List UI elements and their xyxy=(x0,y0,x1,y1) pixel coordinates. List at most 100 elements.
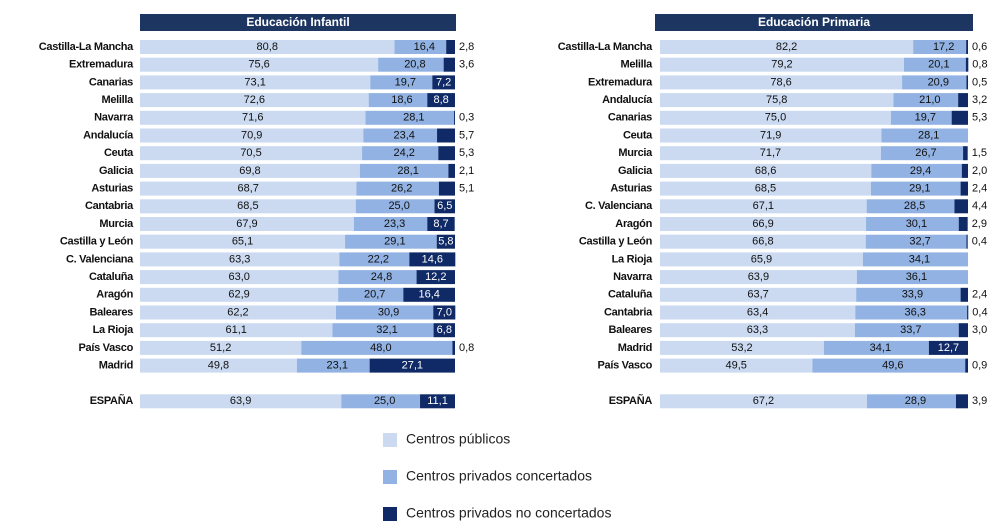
value-label: 2,1 xyxy=(459,165,474,177)
value-label: 66,9 xyxy=(752,218,773,230)
value-label: 30,1 xyxy=(906,218,927,230)
bar-segment xyxy=(454,110,455,125)
value-label: 23,4 xyxy=(393,129,414,141)
value-label: 20,1 xyxy=(928,59,949,71)
value-label: 51,2 xyxy=(210,342,231,354)
value-label: 72,6 xyxy=(244,94,265,106)
category-label: Castilla-La Mancha xyxy=(39,41,134,53)
bar-segment xyxy=(341,394,421,409)
bar-segment xyxy=(355,199,435,214)
value-label: 2,8 xyxy=(459,41,474,53)
value-label: 33,9 xyxy=(902,289,923,301)
bar-segment xyxy=(140,217,354,231)
category-label: La Rioja xyxy=(612,253,654,265)
category-label: C. Valenciana xyxy=(585,200,653,212)
bar-segment xyxy=(660,146,881,161)
value-label: 67,1 xyxy=(753,200,774,212)
category-label: Andalucía xyxy=(83,129,134,141)
value-label: 23,1 xyxy=(327,360,348,372)
value-label: 75,8 xyxy=(766,94,787,106)
bar-segment xyxy=(660,110,891,125)
bar-segment xyxy=(958,323,968,338)
value-label: 11,1 xyxy=(427,395,448,407)
legend-label: Centros privados concertados xyxy=(406,468,592,484)
value-label: 63,4 xyxy=(747,306,768,318)
bar-segment xyxy=(961,163,968,178)
category-label: Baleares xyxy=(90,306,134,318)
panel-title: Educación Infantil xyxy=(246,15,349,29)
value-label: 3,2 xyxy=(972,94,987,106)
bar-segment xyxy=(660,181,871,196)
category-label: Madrid xyxy=(618,342,652,354)
value-label: 5,3 xyxy=(459,147,474,159)
bar-segment xyxy=(893,93,959,108)
bar-segment xyxy=(660,305,856,320)
bar-segment xyxy=(866,217,959,231)
bar-segment xyxy=(140,305,336,320)
category-label: Aragón xyxy=(615,218,652,230)
value-label: 26,7 xyxy=(915,147,936,159)
value-label: 3,9 xyxy=(972,395,987,407)
value-label: 29,1 xyxy=(909,183,930,195)
bar-segment xyxy=(370,75,433,90)
bar-segment xyxy=(960,287,968,302)
value-label: 68,6 xyxy=(755,165,776,177)
value-label: 62,2 xyxy=(227,306,248,318)
bar-segment xyxy=(338,287,404,302)
category-label: Canarias xyxy=(89,76,133,88)
value-label: 63,9 xyxy=(230,395,251,407)
value-label: 8,8 xyxy=(433,94,448,106)
value-label: 49,6 xyxy=(882,360,903,372)
value-label: 78,6 xyxy=(770,76,791,88)
bar-segment xyxy=(438,181,455,196)
bar-segment xyxy=(881,128,968,143)
bar-segment xyxy=(660,358,813,373)
bar-segment xyxy=(368,93,428,108)
category-label: Asturias xyxy=(91,183,133,195)
category-label: ESPAÑA xyxy=(90,394,134,407)
category-label: ESPAÑA xyxy=(609,394,653,407)
value-label: 3,6 xyxy=(459,59,474,71)
value-label: 75,0 xyxy=(765,112,786,124)
category-label: Navarra xyxy=(613,271,653,283)
category-label: Castilla-La Mancha xyxy=(558,41,653,53)
category-label: País Vasco xyxy=(598,360,653,372)
category-label: Murcia xyxy=(618,147,653,159)
value-label: 5,1 xyxy=(459,183,474,195)
value-label: 26,2 xyxy=(391,183,412,195)
value-label: 17,2 xyxy=(933,41,954,53)
value-label: 12,2 xyxy=(425,271,446,283)
bar-segment xyxy=(353,217,428,231)
value-label: 20,7 xyxy=(364,289,385,301)
bar-segment xyxy=(140,57,379,72)
bar-segment xyxy=(660,128,882,143)
value-label: 5,8 xyxy=(438,236,453,248)
bar-segment xyxy=(854,323,959,338)
value-label: 1,5 xyxy=(972,147,987,159)
panel-header xyxy=(655,14,973,31)
bar-segment xyxy=(140,340,302,355)
bar-segment xyxy=(301,340,453,355)
value-label: 0,8 xyxy=(459,342,474,354)
bar-segment xyxy=(871,163,962,178)
bar-segment xyxy=(140,146,363,161)
value-label: 61,1 xyxy=(226,324,247,336)
value-label: 34,1 xyxy=(870,342,891,354)
value-label: 2,9 xyxy=(972,218,987,230)
value-label: 49,5 xyxy=(726,360,747,372)
value-label: 28,1 xyxy=(918,129,939,141)
bar-segment xyxy=(363,128,438,143)
bar-segment xyxy=(403,287,455,302)
bar-segment xyxy=(140,40,395,54)
bar-segment xyxy=(365,110,455,125)
value-label: 7,2 xyxy=(436,76,451,88)
bar-segment xyxy=(866,394,956,409)
bar-segment xyxy=(865,234,967,249)
value-label: 65,1 xyxy=(232,236,253,248)
value-label: 21,0 xyxy=(919,94,940,106)
bar-segment xyxy=(140,93,369,108)
bar-segment xyxy=(903,57,966,72)
value-label: 68,7 xyxy=(237,183,258,195)
bar-segment xyxy=(338,270,417,285)
